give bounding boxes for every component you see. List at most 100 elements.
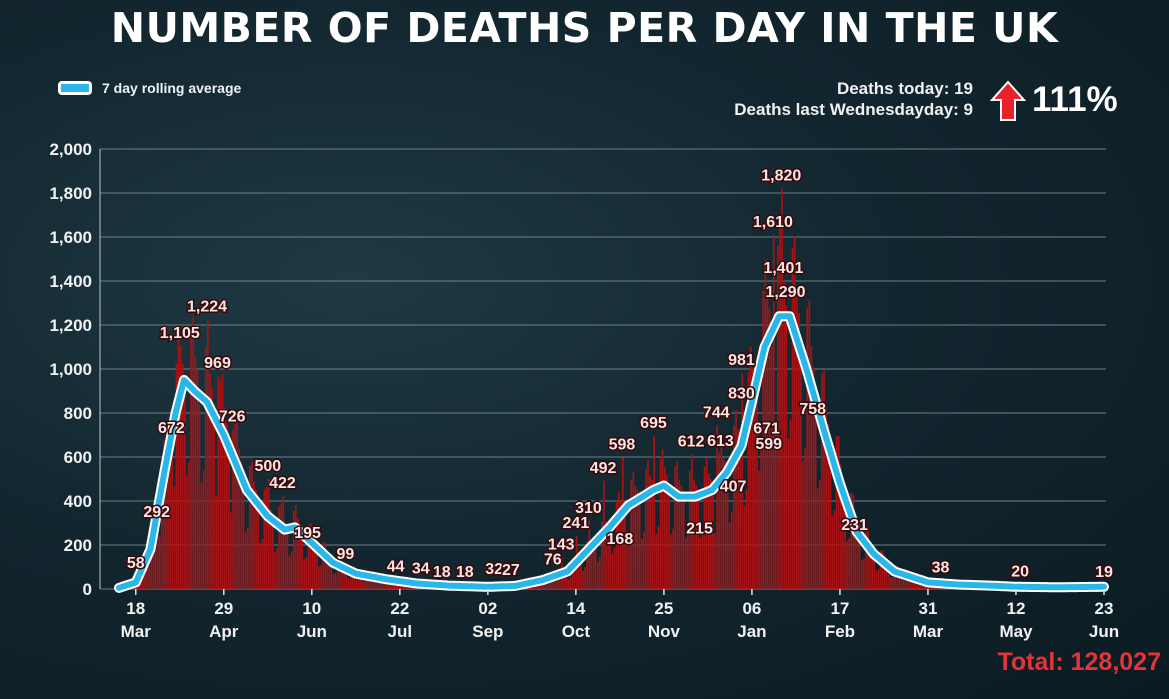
- bar: [745, 489, 748, 589]
- bar: [307, 524, 310, 589]
- bar: [730, 512, 733, 589]
- bar: [345, 567, 348, 589]
- data-label: 969: [204, 355, 231, 372]
- bar: [617, 491, 620, 589]
- bar: [737, 429, 739, 589]
- data-label: 1,290: [765, 284, 805, 301]
- x-tick-label: 23: [1095, 599, 1114, 618]
- bar: [699, 537, 702, 589]
- data-label: 241: [563, 515, 590, 532]
- data-label: 744: [703, 404, 730, 421]
- bar: [858, 537, 861, 589]
- bar: [190, 329, 192, 589]
- bar: [253, 481, 255, 589]
- bar: [288, 555, 291, 589]
- bar: [582, 570, 584, 589]
- bar: [540, 583, 542, 589]
- chart-title: NUMBER OF DEATHS PER DAY IN THE UK: [110, 4, 1059, 52]
- x-tick-label: 31: [918, 599, 937, 618]
- rolling-average-path: [116, 313, 1107, 591]
- bar: [705, 457, 708, 589]
- bar: [735, 409, 737, 589]
- bar: [833, 510, 836, 589]
- bar: [630, 480, 633, 589]
- bar: [167, 441, 169, 589]
- bar: [760, 450, 762, 589]
- bar: [207, 319, 209, 589]
- bar: [628, 537, 630, 589]
- bar: [770, 346, 773, 589]
- bar: [689, 470, 691, 589]
- y-tick-label: 0: [83, 580, 92, 599]
- bar: [672, 528, 674, 589]
- bar: [215, 495, 218, 589]
- data-label: 758: [799, 401, 826, 418]
- bar: [682, 501, 685, 589]
- bar: [569, 576, 572, 589]
- grid: [99, 148, 1106, 590]
- bar: [594, 545, 597, 589]
- bar: [888, 567, 890, 589]
- bar: [360, 575, 362, 589]
- x-tick-label: Jan: [737, 622, 766, 641]
- bar: [768, 308, 771, 589]
- x-tick-label: Jul: [388, 622, 413, 641]
- deaths-last-week: Deaths last Wednesdayday: 9: [734, 100, 973, 119]
- bar: [217, 375, 220, 589]
- bar: [873, 555, 876, 589]
- data-label: 492: [590, 460, 617, 477]
- bar: [793, 235, 796, 589]
- data-label: 500: [254, 458, 281, 475]
- bar: [209, 373, 211, 589]
- bar: [357, 572, 360, 589]
- bar: [810, 346, 813, 589]
- x-tick-label: Jun: [297, 622, 327, 641]
- bar: [393, 583, 396, 589]
- data-label: 76: [544, 551, 562, 568]
- x-tick-label: Oct: [562, 622, 591, 641]
- bar: [163, 440, 165, 589]
- bar: [712, 494, 714, 589]
- bar: [592, 539, 595, 589]
- legend-label: 7 day rolling average: [102, 80, 242, 96]
- bar: [238, 448, 241, 589]
- bar: [332, 574, 335, 589]
- bar: [156, 524, 159, 589]
- bar: [234, 423, 236, 589]
- bar: [171, 441, 174, 589]
- bar: [169, 453, 171, 589]
- bar: [693, 479, 695, 589]
- bar: [783, 280, 786, 589]
- bar: [322, 542, 324, 589]
- bar: [339, 557, 341, 589]
- data-label: 19: [1095, 564, 1113, 581]
- bar: [251, 461, 253, 589]
- bar: [179, 345, 182, 589]
- data-label: 38: [932, 560, 950, 577]
- bar: [242, 485, 245, 589]
- bar: [781, 188, 783, 589]
- bar: [221, 373, 224, 589]
- bar: [586, 541, 589, 589]
- data-label: 292: [143, 504, 170, 521]
- bar: [808, 299, 811, 589]
- data-label: 671: [753, 420, 780, 437]
- deaths-today: Deaths today: 19: [836, 79, 973, 98]
- bar: [774, 425, 777, 589]
- bar: [720, 440, 723, 589]
- bar: [186, 475, 188, 589]
- data-label: 44: [387, 558, 405, 575]
- bar: [900, 571, 903, 589]
- bar: [236, 420, 239, 589]
- bar: [733, 425, 735, 589]
- bar: [904, 581, 907, 589]
- bar: [278, 506, 280, 589]
- x-tick-label: Sep: [472, 622, 503, 641]
- bar: [626, 544, 628, 589]
- y-tick-label: 1,200: [49, 316, 92, 335]
- bar: [355, 570, 358, 589]
- bar: [177, 338, 180, 589]
- x-tick-label: May: [999, 622, 1033, 641]
- bar: [837, 435, 840, 589]
- bar: [789, 419, 792, 589]
